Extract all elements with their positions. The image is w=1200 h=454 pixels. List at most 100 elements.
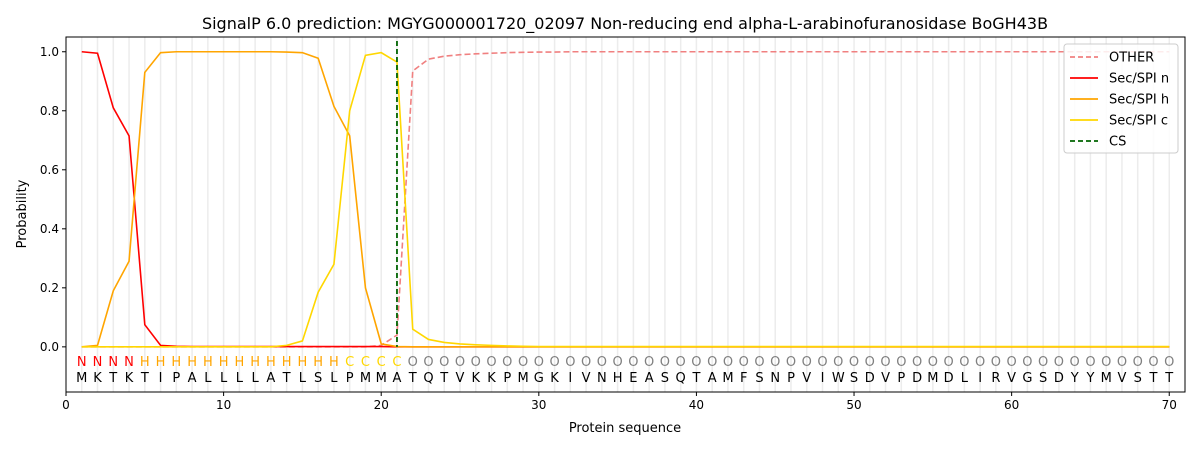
x-ticks: 0 10 20 30 40 50 60 70 <box>62 392 1177 412</box>
residue-label: D <box>944 371 954 386</box>
legend: OTHER Sec/SPI n Sec/SPI h Sec/SPI c CS <box>1063 43 1179 154</box>
region-label: O <box>597 355 607 370</box>
region-label: O <box>628 355 638 370</box>
region-label: O <box>613 355 623 370</box>
region-label: O <box>943 355 953 370</box>
region-label: O <box>565 355 575 370</box>
grid-lines <box>81 37 1170 392</box>
y-axis-label: Probability <box>15 179 30 248</box>
residue-label: T <box>282 371 291 386</box>
residue-label: S <box>661 371 669 386</box>
x-tick-label: 30 <box>531 398 546 412</box>
region-label: O <box>802 355 812 370</box>
region-label: O <box>880 355 890 370</box>
residue-label: K <box>550 371 559 386</box>
region-label: H <box>187 355 197 370</box>
residue-label: A <box>645 371 654 386</box>
residue-label: L <box>220 371 228 386</box>
region-label: H <box>250 355 260 370</box>
region-label: H <box>266 355 276 370</box>
residue-label: I <box>821 371 825 386</box>
region-label: O <box>581 355 591 370</box>
residue-label: M <box>517 371 528 386</box>
region-label: O <box>754 355 764 370</box>
residue-label: W <box>832 371 845 386</box>
residue-label: D <box>1054 371 1064 386</box>
region-label: O <box>518 355 528 370</box>
region-label: O <box>912 355 922 370</box>
residue-label: T <box>1149 371 1158 386</box>
x-tick-label: 20 <box>374 398 389 412</box>
residue-label: L <box>961 371 969 386</box>
region-label: O <box>786 355 796 370</box>
residue-label: M <box>1101 371 1112 386</box>
region-label: O <box>707 355 717 370</box>
region-label: O <box>723 355 733 370</box>
residue-label: N <box>597 371 607 386</box>
region-label: O <box>1022 355 1032 370</box>
residue-label: L <box>236 371 244 386</box>
region-label: O <box>423 355 433 370</box>
residue-label: K <box>93 371 102 386</box>
sequence-labels: NMNKNTNKHTHIHPHAHLHLHLHLHAHTHLHSHLCPCMCM… <box>76 355 1174 386</box>
region-label: N <box>93 355 103 370</box>
region-label: O <box>1164 355 1174 370</box>
region-label: O <box>691 355 701 370</box>
residue-label: I <box>159 371 163 386</box>
region-label: O <box>849 355 859 370</box>
region-label: O <box>1070 355 1080 370</box>
residue-label: P <box>503 371 511 386</box>
region-label: H <box>140 355 150 370</box>
residue-label: Q <box>676 371 686 386</box>
region-label: C <box>345 355 354 370</box>
residue-label: S <box>1039 371 1047 386</box>
residue-label: A <box>708 371 717 386</box>
region-label: H <box>203 355 213 370</box>
residue-label: T <box>439 371 448 386</box>
x-tick-label: 60 <box>1004 398 1019 412</box>
region-label: O <box>1038 355 1048 370</box>
residue-label: M <box>722 371 733 386</box>
residue-label: V <box>881 371 890 386</box>
residue-label: T <box>691 371 700 386</box>
region-label: O <box>1101 355 1111 370</box>
legend-entry: Sec/SPI n <box>1109 72 1169 87</box>
series-line-sec-spi-c <box>81 51 1170 348</box>
residue-label: H <box>613 371 623 386</box>
region-label: N <box>108 355 118 370</box>
region-label: H <box>234 355 244 370</box>
region-label: C <box>377 355 386 370</box>
residue-label: D <box>865 371 875 386</box>
residue-label: V <box>1118 371 1127 386</box>
region-label: H <box>156 355 166 370</box>
x-tick-label: 40 <box>689 398 704 412</box>
region-label: C <box>361 355 370 370</box>
y-tick-label: 0.8 <box>40 104 59 118</box>
region-label: O <box>1054 355 1064 370</box>
residue-label: A <box>266 371 275 386</box>
residue-label: L <box>204 371 212 386</box>
series-line-sec-spi-n <box>81 50 1170 348</box>
region-label: H <box>171 355 181 370</box>
region-label: O <box>991 355 1001 370</box>
x-tick-label: 0 <box>62 398 70 412</box>
residue-label: E <box>629 371 637 386</box>
residue-label: D <box>912 371 922 386</box>
plot-frame <box>65 36 1186 393</box>
residue-label: S <box>755 371 763 386</box>
region-label: O <box>676 355 686 370</box>
region-label: O <box>1085 355 1095 370</box>
x-tick-label: 10 <box>216 398 231 412</box>
region-label: N <box>77 355 87 370</box>
x-tick-label: 70 <box>1162 398 1177 412</box>
y-tick-label: 0.6 <box>40 163 59 177</box>
region-label: O <box>770 355 780 370</box>
residue-label: Q <box>423 371 433 386</box>
residue-label: L <box>299 371 307 386</box>
residue-label: L <box>330 371 338 386</box>
residue-label: M <box>76 371 87 386</box>
residue-label: I <box>978 371 982 386</box>
region-label: O <box>439 355 449 370</box>
